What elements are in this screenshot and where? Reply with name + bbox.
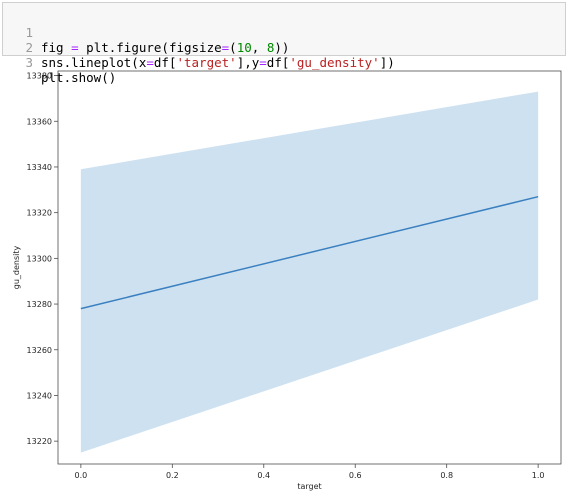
x-tick-label: 0.2: [166, 471, 179, 480]
line-number: 3: [25, 55, 33, 70]
y-tick-label: 13280: [27, 300, 52, 309]
y-tick-label: 13360: [27, 117, 52, 126]
y-tick-label: 13240: [27, 391, 52, 400]
y-axis-ticks: 13220 13240 13260 13280 13300 13320 13340 13360…: [27, 72, 58, 446]
code-token: 'gu_density': [289, 55, 380, 70]
code-token: sns.lineplot(x: [41, 55, 147, 70]
code-token: 10: [236, 40, 252, 55]
x-axis-label: target: [297, 482, 321, 491]
code-text: sns.lineplot(x=df['target'],y=df['gu_den…: [41, 55, 395, 70]
series-line-0: [80, 195, 539, 310]
line-chart: 0.0 0.2 0.4 0.6 0.8 1.0 132201324013260132801…: [12, 70, 562, 491]
code-line-2: 2 sns.lineplot(x=df['target'],y=df['gu_d…: [3, 25, 394, 70]
y-tick-label: 13340: [27, 163, 52, 172]
code-text: fig = plt.figure(figsize=(10, 8)): [41, 40, 289, 55]
ci-band-0: [80, 91, 539, 453]
code-text: plt.show(): [41, 70, 116, 85]
code-line-3: 3 plt.show(): [3, 40, 116, 85]
code-token: ],y: [236, 55, 260, 70]
code-token: ,: [251, 40, 267, 55]
code-token: 8: [266, 40, 275, 55]
y-tick-label: 13320: [27, 209, 52, 218]
x-tick-label: 1.0: [532, 471, 545, 480]
code-token: =: [146, 55, 154, 70]
code-token: fig: [41, 40, 72, 55]
line-number: 1: [25, 25, 33, 40]
code-cell[interactable]: 1 fig = plt.figure(figsize=(10, 8)) 2 sn…: [2, 2, 566, 85]
confidence-band: [80, 91, 539, 453]
code-token: plt.figure(figsize: [78, 40, 222, 55]
y-tick-label: 13300: [27, 254, 52, 263]
x-tick-label: 0.0: [74, 471, 87, 480]
code-token: =: [71, 40, 79, 55]
x-axis-ticks: 0.0 0.2 0.4 0.6 0.8 1.0: [74, 464, 545, 480]
code-token: ]): [379, 55, 395, 70]
code-line-1: 1 fig = plt.figure(figsize=(10, 8)): [3, 10, 289, 55]
x-tick-label: 0.6: [349, 471, 362, 480]
y-tick-label: 13220: [27, 437, 52, 446]
code-token: df[: [266, 55, 290, 70]
x-tick-label: 0.4: [257, 471, 270, 480]
y-axis-label: gu_density: [12, 245, 21, 289]
line-number: 2: [25, 40, 33, 55]
code-token: 'target': [176, 55, 237, 70]
y-tick-label: 13380: [27, 72, 52, 81]
code-token: )): [274, 40, 290, 55]
y-tick-label: 13260: [27, 346, 52, 355]
code-token: df[: [153, 55, 177, 70]
code-token: (: [229, 40, 237, 55]
axes-frame: [57, 70, 562, 465]
code-token: =: [259, 55, 267, 70]
series-line-group: [80, 195, 539, 310]
code-token: plt.show(): [41, 70, 117, 85]
code-token: =: [221, 40, 230, 55]
x-tick-label: 0.8: [440, 471, 453, 480]
